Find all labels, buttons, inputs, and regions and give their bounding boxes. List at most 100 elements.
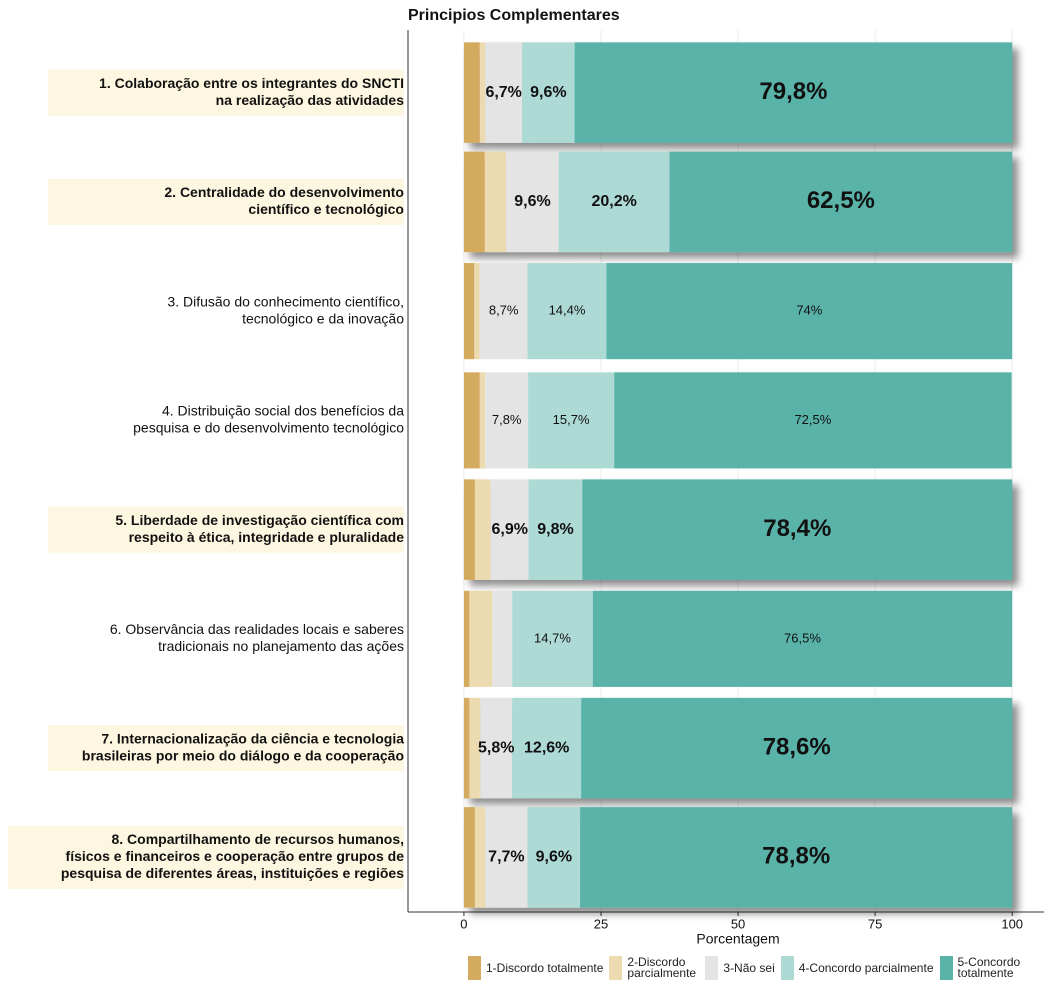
bar-segment — [580, 807, 1013, 908]
data-label: 14,4% — [549, 303, 586, 318]
data-label: 9,6% — [514, 193, 550, 210]
bar-segment — [592, 590, 1013, 687]
label-highlight — [48, 506, 404, 553]
data-label: 72,5% — [794, 412, 831, 427]
data-label: 9,6% — [530, 84, 566, 101]
bar-group — [463, 151, 1013, 253]
bar-segment — [479, 263, 528, 360]
x-tick-label: 75 — [868, 916, 882, 931]
legend-item: 5-Concordo totalmente — [939, 955, 1030, 980]
legend-label: 2-Discordo parcialmente — [627, 955, 697, 980]
category-label: 5. Liberdade de investigação científica … — [115, 512, 404, 528]
bar-group — [463, 590, 1013, 687]
bar-segment — [463, 479, 475, 580]
bar-group — [463, 697, 1013, 799]
x-tick-label: 100 — [1001, 916, 1023, 931]
bar-segment — [474, 263, 480, 360]
x-tick-label: 0 — [460, 916, 467, 931]
category-label: 7. Internacionalização da ciência e tecn… — [101, 730, 404, 746]
bar-segment — [463, 807, 475, 908]
bar-group — [463, 807, 1013, 908]
bar-segment — [479, 372, 486, 469]
category-label: 8. Compartilhamento de recursos humanos, — [111, 831, 404, 847]
data-label: 15,7% — [553, 412, 590, 427]
legend-item: 1-Discordo totalmente — [468, 956, 603, 980]
bar-segment — [463, 263, 475, 360]
legend-swatch — [468, 956, 481, 980]
bar-segment — [527, 807, 581, 908]
category-label: 4. Distribuição social dos benefícios da — [162, 403, 404, 419]
legend-swatch — [609, 956, 623, 980]
x-tick-label: 25 — [594, 916, 608, 931]
bar-group — [463, 263, 1013, 360]
legend-swatch — [780, 956, 794, 980]
bar-segment — [528, 479, 583, 580]
bar-segment — [522, 42, 575, 143]
data-label: 9,6% — [536, 849, 572, 866]
legend-swatch — [705, 956, 719, 980]
x-tick-label: 50 — [731, 916, 745, 931]
category-label: tecnológico e da inovação — [242, 310, 404, 326]
data-label: 20,2% — [591, 193, 636, 210]
data-label: 14,7% — [534, 630, 571, 645]
legend-label: 5-Concordo totalmente — [957, 955, 1021, 980]
legend-label: 4-Concordo parcialmente — [798, 960, 934, 975]
bar-segment — [581, 697, 1013, 799]
chart: Principios Complementares Porcentagem 0 2… — [8, 7, 1044, 947]
bar-segment — [574, 42, 1013, 143]
chart-title: Principios Complementares — [408, 7, 620, 24]
legend: 1-Discordo totalmente 2-Discordo parcialm… — [468, 956, 1036, 980]
data-label: 74% — [796, 303, 822, 318]
bar-segment — [492, 590, 513, 687]
data-label: 62,5% — [807, 187, 875, 214]
data-label: 79,8% — [759, 78, 827, 105]
label-highlight — [48, 69, 404, 116]
category-label: científico e tecnológico — [248, 201, 404, 217]
category-label: pesquisa e do desenvolvimento tecnológic… — [133, 420, 404, 436]
bar-segment — [490, 479, 529, 580]
legend-swatch — [939, 956, 953, 980]
bar-segment — [485, 807, 528, 908]
legend-item: 3-Não sei — [705, 956, 775, 980]
bar-segment — [527, 263, 607, 360]
legend-label: 3-Não sei — [723, 960, 775, 975]
data-label: 5,8% — [478, 739, 514, 756]
bar-group — [463, 372, 1012, 469]
bar-segment — [582, 479, 1013, 580]
category-label: respeito à ética, integridade e pluralid… — [129, 529, 405, 545]
category-label: brasileiras por meio do diálogo e da coo… — [82, 747, 404, 763]
bar-segment — [463, 590, 470, 687]
bar-segment — [485, 42, 523, 143]
bar-segment — [463, 372, 480, 469]
bar-group — [463, 42, 1013, 143]
category-label: 1. Colaboração entre os integrantes do S… — [99, 75, 404, 91]
bar-segment — [474, 479, 491, 580]
data-label: 9,8% — [537, 521, 573, 538]
bar-segment — [469, 697, 481, 799]
data-label: 8,7% — [489, 303, 519, 318]
data-label: 78,6% — [763, 733, 831, 760]
bar-segment — [480, 697, 513, 799]
bar-segment — [528, 372, 615, 469]
category-label: pesquisa de diferentes áreas, instituiçõ… — [61, 865, 404, 881]
data-label: 6,7% — [485, 84, 521, 101]
bar-segment — [512, 590, 593, 687]
bar-segment — [484, 151, 507, 253]
data-label: 76,5% — [784, 630, 821, 645]
category-label: 6. Observância das realidades locais e s… — [110, 621, 404, 637]
bar-segment — [474, 807, 486, 908]
category-label: na realização das atividades — [216, 92, 405, 108]
data-label: 78,4% — [763, 515, 831, 542]
data-label: 7,8% — [492, 412, 522, 427]
label-highlight — [48, 178, 404, 225]
bar-segment — [469, 590, 493, 687]
data-label: 6,9% — [491, 521, 527, 538]
bar-segment — [512, 697, 582, 799]
label-highlight — [48, 725, 404, 772]
bar-segment — [614, 372, 1012, 469]
category-label: 3. Difusão do conhecimento científico, — [167, 293, 404, 309]
bar-segment — [606, 263, 1013, 360]
bar-segment — [463, 697, 470, 799]
bar-segment — [479, 42, 486, 143]
